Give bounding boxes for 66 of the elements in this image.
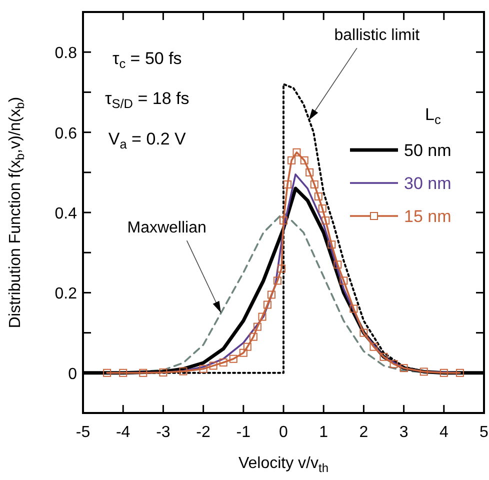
point <box>103 368 112 377</box>
legend-title: L$_{c}$ <box>425 105 442 127</box>
y-tick-label: 0 <box>68 366 78 383</box>
y-tick-label: 0.4 <box>54 206 78 222</box>
point <box>310 180 318 188</box>
point <box>253 322 262 331</box>
x-tick-label: 1 <box>319 424 328 441</box>
point <box>263 300 272 309</box>
x-tick-label: 2 <box>359 424 368 441</box>
legend-label: 50 nm <box>404 141 452 160</box>
point <box>249 332 258 341</box>
point <box>390 360 398 368</box>
point <box>280 216 288 225</box>
point <box>292 148 301 156</box>
point <box>360 328 368 337</box>
annotation: τ$_{c}$ = 50 fs <box>112 49 182 72</box>
y-tick-label: 0.6 <box>54 125 78 142</box>
point <box>258 312 266 321</box>
point <box>314 192 322 200</box>
point <box>456 368 464 377</box>
x-tick-label: -3 <box>156 424 170 441</box>
point <box>328 240 336 249</box>
point <box>139 368 148 377</box>
legend-label: 15 nm <box>404 207 452 226</box>
point <box>440 368 448 377</box>
point <box>318 204 326 212</box>
point <box>284 180 292 188</box>
point <box>277 264 286 273</box>
x-tick-label: -1 <box>236 424 251 441</box>
point <box>420 368 428 376</box>
point <box>400 364 408 372</box>
x-tick-label: -4 <box>116 424 130 441</box>
annotation: Maxwellian <box>127 220 206 237</box>
annotation: V$_{a}$ = 0.2 V <box>108 129 187 152</box>
x-tick-label: 4 <box>439 424 448 441</box>
point <box>267 290 276 299</box>
point <box>229 354 238 363</box>
legend-label: 30 nm <box>404 174 452 193</box>
y-tick-label: 0.8 <box>54 45 78 62</box>
point <box>209 362 218 370</box>
annotation: τ$_{S/D}$ = 18 fs <box>105 89 190 112</box>
point <box>306 168 314 176</box>
x-tick-label: -5 <box>76 424 90 441</box>
y-tick-label: 0.2 <box>54 286 78 303</box>
point <box>380 352 388 361</box>
x-tick-label: -2 <box>196 424 211 441</box>
point <box>370 342 378 351</box>
point <box>159 368 168 376</box>
point <box>273 276 282 285</box>
x-tick-label: 3 <box>399 424 408 441</box>
point <box>288 156 296 164</box>
point <box>350 304 358 313</box>
point <box>300 156 308 164</box>
x-tick-label: 0 <box>279 424 288 441</box>
point <box>239 348 248 357</box>
point <box>199 364 208 373</box>
x-tick-label: 5 <box>480 424 489 441</box>
annotation: ballistic limit <box>334 27 420 44</box>
point <box>219 358 228 366</box>
point <box>179 367 188 376</box>
point <box>340 276 348 285</box>
point <box>322 216 330 225</box>
point <box>334 260 342 269</box>
point <box>119 368 128 377</box>
point <box>243 342 252 351</box>
x-axis-title: Velocity v/v$_{th}$ <box>238 455 329 475</box>
